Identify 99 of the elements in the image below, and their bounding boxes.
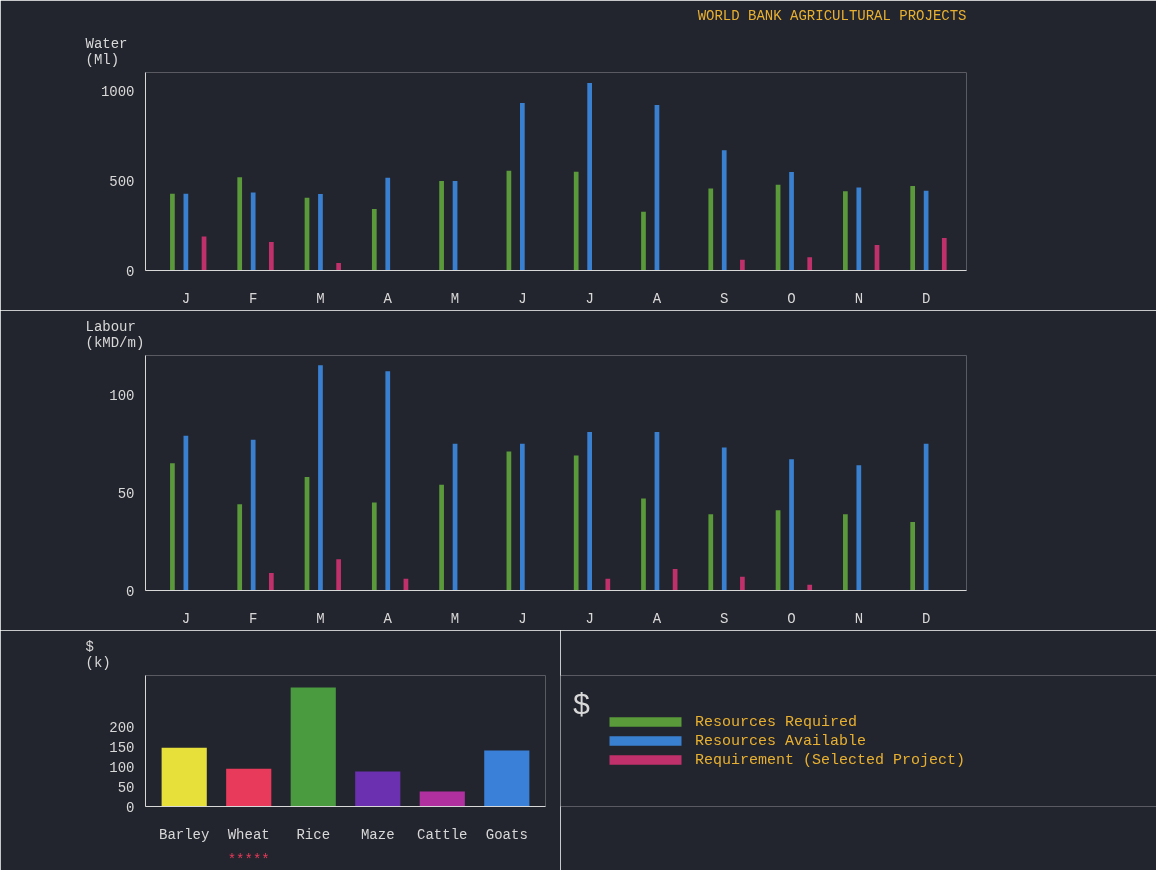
y-tick-label: 200 [109,720,135,737]
bar [161,747,207,807]
bar [268,242,274,271]
bar [385,371,391,591]
x-tick-label: S [720,610,729,627]
bar [843,514,848,591]
x-tick-label: M [316,610,325,627]
x-tick-label: J [518,610,527,627]
bar [605,578,611,591]
bar [807,257,813,271]
bar [336,559,341,591]
bar [843,191,848,271]
y-axis-title: Labour (kMD/m) [85,318,145,351]
x-tick-label: J [585,610,594,627]
bar [336,263,341,271]
x-tick-label: F [248,290,258,307]
bar [371,502,377,591]
bar [250,439,256,591]
bar [789,172,794,271]
bar [419,791,465,807]
y-axis-title: Water (Ml) [85,35,128,68]
bar [573,455,579,591]
x-tick-label: Barley [159,826,210,843]
bar [708,514,714,591]
bar [439,181,444,271]
bar [740,259,745,271]
y-tick-label: 50 [117,485,135,502]
bar [237,177,243,271]
bar [439,484,444,591]
x-tick-label: D [921,290,931,307]
bar [170,463,175,591]
bar [573,171,579,271]
bar [318,194,323,271]
bar [250,192,256,271]
bar [226,768,272,807]
bar [856,465,862,591]
chart-title: WORLD BANK AGRICULTURAL PROJECTS [697,7,967,24]
x-tick-label: J [585,290,594,307]
x-tick-label: Rice [296,826,331,843]
y-tick-label: 0 [126,799,135,816]
bar [355,771,401,807]
bar [641,498,646,591]
y-tick-label: 50 [117,779,135,796]
y-tick-label: 0 [126,583,135,600]
x-tick-label: J [518,290,527,307]
bar [740,576,745,591]
x-tick-label: J [181,610,191,627]
legend-label: Resources Available [695,732,867,749]
bar [721,447,727,591]
bar [587,82,592,271]
bar [290,687,336,807]
bar [520,443,525,591]
x-tick-label: Cattle [417,826,468,843]
x-tick-label: N [854,290,864,307]
x-tick-label: S [720,290,729,307]
x-tick-label: A [652,610,662,627]
y-tick-label: 500 [109,173,135,190]
bar [910,186,916,271]
bar [520,103,525,271]
bar [708,188,714,271]
y-tick-label: 150 [109,739,135,756]
legend-label: Resources Required [695,713,858,730]
x-tick-label: M [450,610,460,627]
bar [789,459,794,591]
x-tick-label: A [383,290,393,307]
text: $ [572,688,591,723]
text: ***** [227,851,270,868]
x-tick-label: A [383,610,393,627]
y-tick-label: 1000 [100,83,135,100]
x-tick-label: O [787,610,796,627]
bar [910,521,916,591]
y-tick-label: 100 [109,387,135,404]
legend-label: Requirement (Selected Project) [695,751,966,768]
bar [641,211,646,271]
bar [318,365,323,591]
x-tick-label: F [248,610,258,627]
bar [371,208,377,271]
y-tick-label: 0 [126,263,135,280]
y-axis-title: $ (k) [85,638,111,671]
x-tick-label: D [921,610,931,627]
x-tick-label: N [854,610,864,627]
bar [170,193,175,271]
x-tick-label: Wheat [227,826,270,843]
x-tick-label: J [181,290,191,307]
y-tick-label: 100 [109,759,135,776]
x-tick-label: M [316,290,325,307]
bar [385,177,391,271]
x-tick-label: M [450,290,460,307]
bar [484,750,530,807]
bar [587,431,592,591]
x-tick-label: A [652,290,662,307]
bar [941,237,947,271]
bar [856,187,862,271]
x-tick-label: Goats [485,826,528,843]
bar [268,572,274,591]
bar [237,504,243,591]
x-tick-label: Maze [360,826,395,843]
x-tick-label: O [787,290,796,307]
bar [721,150,727,271]
